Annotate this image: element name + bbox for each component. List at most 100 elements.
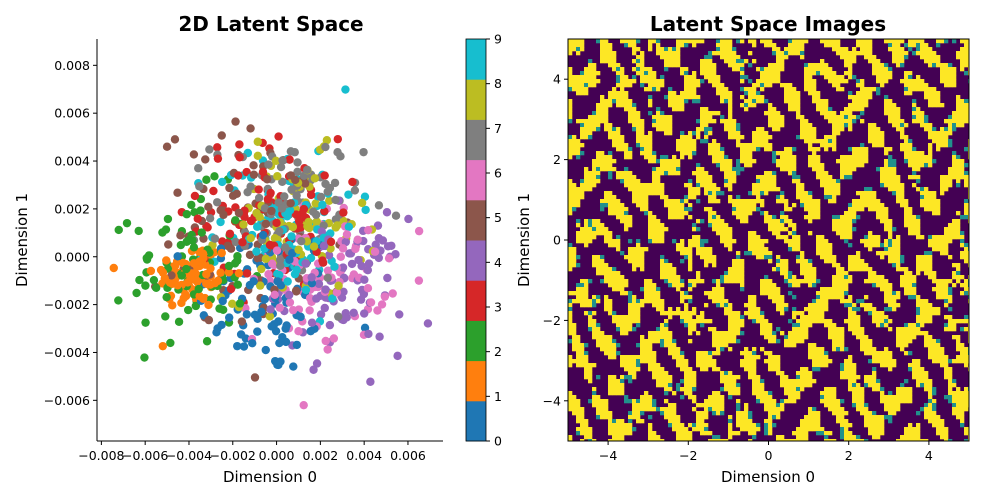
image-pixel [780,83,785,88]
image-pixel [908,323,913,328]
image-pixel [672,47,677,52]
image-pixel [836,267,841,272]
image-pixel [924,335,929,340]
image-pixel [796,339,801,344]
image-pixel [832,199,837,204]
image-pixel [664,335,669,340]
scatter-point [344,190,353,199]
image-pixel [688,135,693,140]
image-pixel [920,47,925,52]
image-pixel [584,283,589,288]
image-pixel [872,199,877,204]
image-pixel [932,191,937,196]
image-pixel [860,159,865,164]
image-pixel [644,195,649,200]
image-pixel [880,175,885,180]
image-pixel [752,87,757,92]
image-pixel [600,39,605,44]
image-pixel [888,39,893,44]
image-pixel [868,243,873,248]
image-pixel [884,243,889,248]
image-pixel [960,107,965,112]
scatter-point [252,247,261,256]
image-pixel [692,235,697,240]
image-pixel [804,371,809,376]
image-pixel [852,375,857,380]
image-pixel [868,339,873,344]
image-pixel [852,119,857,124]
image-pixel [680,283,685,288]
scatter-point [226,284,236,294]
scatter-point [182,237,191,246]
image-pixel [644,279,649,284]
image-pixel [708,223,713,228]
image-pixel [732,375,737,380]
image-pixel [620,279,625,284]
image-pixel [800,183,805,188]
image-pixel [808,275,813,280]
image-pixel [748,239,753,244]
image-pixel [932,63,937,68]
image-pixel [784,271,789,276]
image-pixel [644,87,649,92]
image-pixel [736,207,741,212]
image-pixel [952,231,957,236]
image-pixel [848,223,853,228]
scatter-point [361,205,370,215]
image-pixel [568,155,573,160]
image-pixel [704,71,709,76]
image-pixel [788,51,793,56]
image-pixel [832,195,837,200]
image-pixel [908,331,913,336]
image-pixel [568,67,573,72]
image-pixel [912,215,917,220]
image-pixel [588,127,593,132]
image-pixel [764,251,769,256]
colorbar-tick-label: 6 [494,166,502,181]
image-pixel [868,347,873,352]
image-pixel [888,75,893,80]
image-pixel [700,79,705,84]
image-pixel [696,363,701,368]
image-pixel [648,227,653,232]
image-pixel [756,147,761,152]
image-pixel [932,103,937,108]
image-pixel [764,323,769,328]
image-pixel [824,191,829,196]
image-pixel [668,99,673,104]
image-pixel [824,303,829,308]
image-pixel [964,355,969,360]
image-pixel [904,339,909,344]
image-pixel [912,83,917,88]
image-pixel [704,115,709,120]
image-pixel [820,295,825,300]
colorbar-segment [466,280,486,321]
image-pixel [732,167,737,172]
image-pixel [768,363,773,368]
image-pixel [832,191,837,196]
image-pixel [688,255,693,260]
image-pixel [768,111,773,116]
image-pixel [944,187,949,192]
image-pixel [584,175,589,180]
image-pixel [932,355,937,360]
image-pixel [724,299,729,304]
image-pixel [776,111,781,116]
image-pixel [620,175,625,180]
image-pixel [892,299,897,304]
image-pixel [808,159,813,164]
image-pixel [884,307,889,312]
image-pixel [660,343,665,348]
image-pixel [932,343,937,348]
image-pixel [896,59,901,64]
image-pixel [684,99,689,104]
image-pixel [748,91,753,96]
image-pixel [800,367,805,372]
image-pixel [668,171,673,176]
image-pixel [836,263,841,268]
image-pixel [904,271,909,276]
image-pixel [696,171,701,176]
image-pixel [896,47,901,52]
image-pixel [676,351,681,356]
image-pixel [752,191,757,196]
